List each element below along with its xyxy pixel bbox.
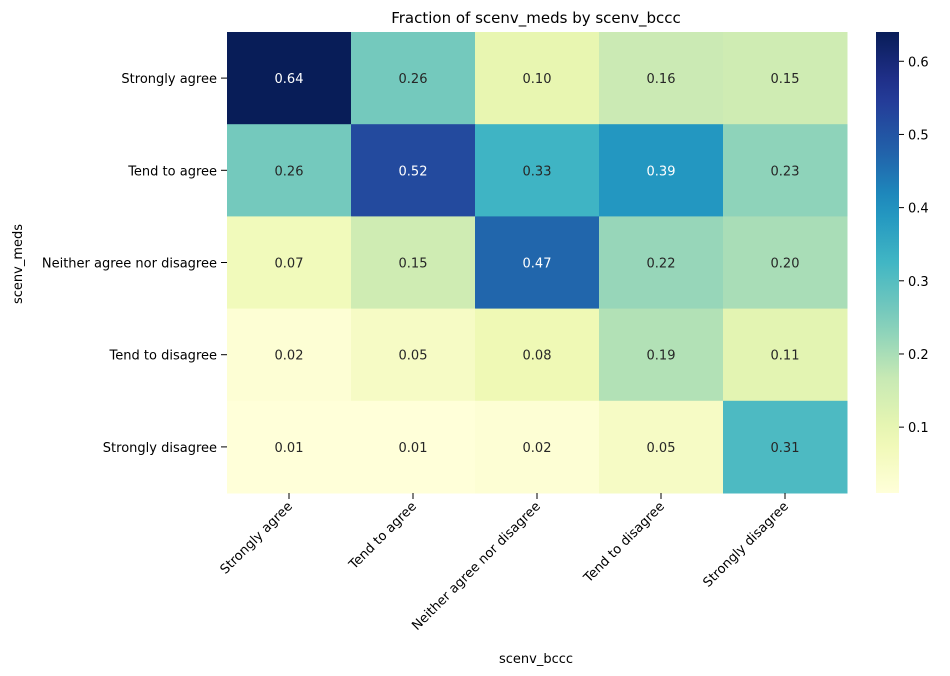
cell-value-label: 0.26 xyxy=(399,72,428,87)
colorbar-tick-label: 0.3 xyxy=(908,275,929,290)
heatmap-cell xyxy=(723,32,848,125)
heatmap-cell xyxy=(351,216,476,310)
heatmap-cell xyxy=(599,216,724,310)
y-tick-label: Tend to agree xyxy=(127,164,217,179)
heatmap-cell xyxy=(227,216,352,310)
heatmap-cell xyxy=(475,216,600,310)
heatmap-cell xyxy=(227,400,352,494)
heatmap-cell xyxy=(227,124,352,217)
y-tick-label: Neither agree nor disagree xyxy=(42,257,217,272)
cell-value-label: 0.23 xyxy=(771,164,800,179)
cell-value-label: 0.33 xyxy=(523,164,552,179)
x-tick-label: Tend to disagree xyxy=(581,499,668,586)
cell-value-label: 0.01 xyxy=(399,441,428,456)
colorbar-tick-label: 0.2 xyxy=(908,348,929,363)
cell-value-label: 0.15 xyxy=(399,257,428,272)
heatmap-cell xyxy=(227,308,352,402)
heatmap-cell xyxy=(599,32,724,125)
cell-value-label: 0.64 xyxy=(275,72,304,87)
colorbar xyxy=(876,32,899,493)
y-tick-label: Strongly disagree xyxy=(103,441,217,456)
y-tick-label: Tend to disagree xyxy=(109,349,217,364)
colorbar-tick-label: 0.1 xyxy=(908,421,929,436)
heatmap-cell xyxy=(475,32,600,125)
heatmap-cell xyxy=(599,124,724,217)
cell-value-label: 0.11 xyxy=(771,349,800,364)
colorbar-tick-label: 0.4 xyxy=(908,202,929,217)
cell-value-label: 0.52 xyxy=(399,164,428,179)
cell-value-label: 0.10 xyxy=(523,72,552,87)
heatmap-cell xyxy=(723,308,848,402)
cell-value-label: 0.16 xyxy=(647,72,676,87)
x-tick-label: Tend to agree xyxy=(346,499,420,573)
cell-value-label: 0.15 xyxy=(771,72,800,87)
cell-value-label: 0.08 xyxy=(523,349,552,364)
cell-value-label: 0.07 xyxy=(275,257,304,272)
heatmap-cell xyxy=(351,308,476,402)
cell-value-label: 0.02 xyxy=(523,441,552,456)
cell-value-label: 0.01 xyxy=(275,441,304,456)
x-tick-label: Neither agree nor disagree xyxy=(409,499,543,633)
cell-value-label: 0.22 xyxy=(647,257,676,272)
heatmap-cell xyxy=(351,400,476,494)
cell-value-label: 0.47 xyxy=(523,257,552,272)
heatmap-cell xyxy=(723,400,848,494)
heatmap-cell xyxy=(227,32,352,125)
heatmap-cells xyxy=(227,32,848,494)
colorbar-ticks: 0.1 0.2 0.3 0.4 0.5 0.6 xyxy=(899,55,929,436)
heatmap-cell xyxy=(599,308,724,402)
heatmap-cell xyxy=(475,124,600,217)
heatmap-cell xyxy=(723,216,848,310)
colorbar-tick-label: 0.5 xyxy=(908,128,929,143)
y-axis-ticks: Strongly agree Tend to agree Neither agree… xyxy=(42,72,227,456)
cell-value-label: 0.02 xyxy=(275,349,304,364)
cell-value-label: 0.05 xyxy=(647,441,676,456)
cell-value-label: 0.05 xyxy=(399,349,428,364)
chart-title: Fraction of scenv_meds by scenv_bccc xyxy=(391,9,681,28)
y-tick-label: Strongly agree xyxy=(121,72,217,87)
cell-value-label: 0.31 xyxy=(771,441,800,456)
colorbar-tick-label: 0.6 xyxy=(908,55,929,70)
cell-value-label: 0.20 xyxy=(771,257,800,272)
x-axis-label: scenv_bccc xyxy=(499,652,573,667)
heatmap-cell xyxy=(599,400,724,494)
x-tick-label: Strongly disagree xyxy=(700,499,791,590)
cell-value-label: 0.39 xyxy=(647,164,676,179)
heatmap-cell xyxy=(475,308,600,402)
heatmap-cell-labels: 0.64 0.26 0.10 0.16 0.15 0.26 0.52 0.33 0.39 0.23… xyxy=(275,72,800,456)
heatmap-cell xyxy=(475,400,600,494)
cell-value-label: 0.26 xyxy=(275,164,304,179)
heatmap-cell xyxy=(351,124,476,217)
x-tick-label: Strongly agree xyxy=(218,499,296,577)
heatmap-cell xyxy=(351,32,476,125)
y-axis-label: scenv_meds xyxy=(11,224,26,304)
cell-value-label: 0.19 xyxy=(647,349,676,364)
heatmap-cell xyxy=(723,124,848,217)
